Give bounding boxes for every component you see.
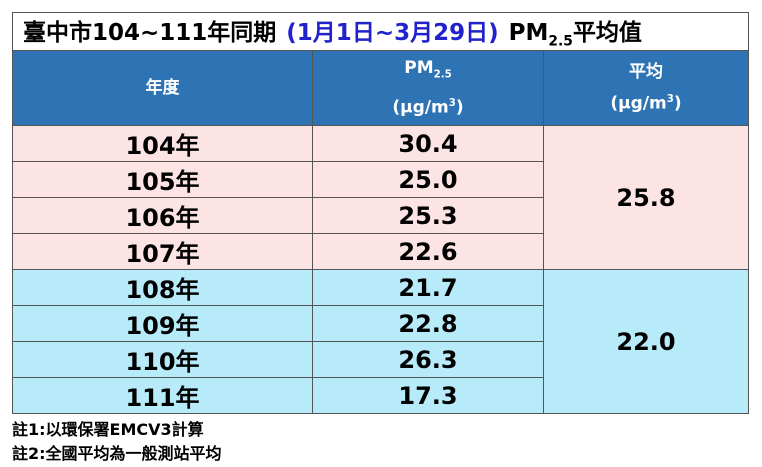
title-main: 臺中市104~111年同期 <box>23 20 277 47</box>
data-row: 105年 25.0 <box>12 161 749 198</box>
unit: (μg/m <box>392 97 449 118</box>
year-cell: 107年 <box>12 233 313 270</box>
data-row: 107年 22.6 <box>12 233 749 270</box>
data-row: 111年 17.3 <box>12 377 749 414</box>
year-cell: 110年 <box>12 341 313 378</box>
value-cell: 26.3 <box>312 341 544 378</box>
title: 臺中市104~111年同期 (1月1日~3月29日) PM2.5平均值 <box>12 12 749 51</box>
year-cell: 106年 <box>12 197 313 234</box>
table-body: 臺中市104~111年同期 (1月1日~3月29日) PM2.5平均值 年度 PM2… <box>12 12 749 414</box>
data-row: 109年 22.8 <box>12 305 749 342</box>
notes: 註1:以環保署EMCV3計算 註2:全國平均為一般測站平均 <box>12 418 748 466</box>
value-cell: 17.3 <box>312 377 544 414</box>
header-avg: 平均 (μg/m3) <box>543 50 749 126</box>
unit-close: ) <box>455 97 464 118</box>
pm: PM <box>404 58 434 79</box>
title-suffix: 平均值 <box>572 20 642 47</box>
note: 註2:全國平均為一般測站平均 <box>12 444 222 463</box>
average-cell: 25.8 <box>543 125 749 270</box>
header-row: 年度 PM2.5 (μg/m3) 平均 (μg/m3) <box>12 50 749 126</box>
title-pm-sub: 2.5 <box>548 33 573 50</box>
content: 臺中市104~111年同期 (1月1日~3月29日) PM2.5平均值 年度 PM2… <box>12 12 749 466</box>
data-row: 110年 26.3 <box>12 341 749 378</box>
average-cell: 22.0 <box>543 269 749 414</box>
value-cell: 22.8 <box>312 305 544 342</box>
value-cell: 22.6 <box>312 233 544 270</box>
title-period: (1月1日~3月29日) <box>286 20 499 47</box>
header-year: 年度 <box>12 50 313 126</box>
data-row: 108年 21.7 22.0 <box>12 269 749 414</box>
avg: 平均 <box>629 62 663 83</box>
avg-unit-sup: 3 <box>666 94 674 106</box>
pm-table: 臺中市104~111年同期 (1月1日~3月29日) PM2.5平均值 年度 PM2… <box>12 12 749 414</box>
year-cell: 111年 <box>12 377 313 414</box>
value-cell: 21.7 <box>312 269 544 306</box>
data-row: 104年 30.4 25.8 <box>12 125 749 270</box>
year-cell: 104年 <box>12 125 313 162</box>
value-cell: 25.0 <box>312 161 544 198</box>
unit-sup: 3 <box>448 97 456 109</box>
title-row: 臺中市104~111年同期 (1月1日~3月29日) PM2.5平均值 <box>12 12 749 51</box>
value-cell: 25.3 <box>312 197 544 234</box>
pm-sub: 2.5 <box>433 69 452 81</box>
value-cell: 30.4 <box>312 125 544 162</box>
avg-unit: (μg/m <box>610 93 667 114</box>
header-pm: PM2.5 (μg/m3) <box>312 50 544 126</box>
year-cell: 108年 <box>12 269 313 306</box>
title-pm: PM <box>508 20 549 47</box>
year-cell: 109年 <box>12 305 313 342</box>
avg-unit-close: ) <box>673 93 682 114</box>
year-cell: 105年 <box>12 161 313 198</box>
note: 註1:以環保署EMCV3計算 <box>12 420 204 439</box>
